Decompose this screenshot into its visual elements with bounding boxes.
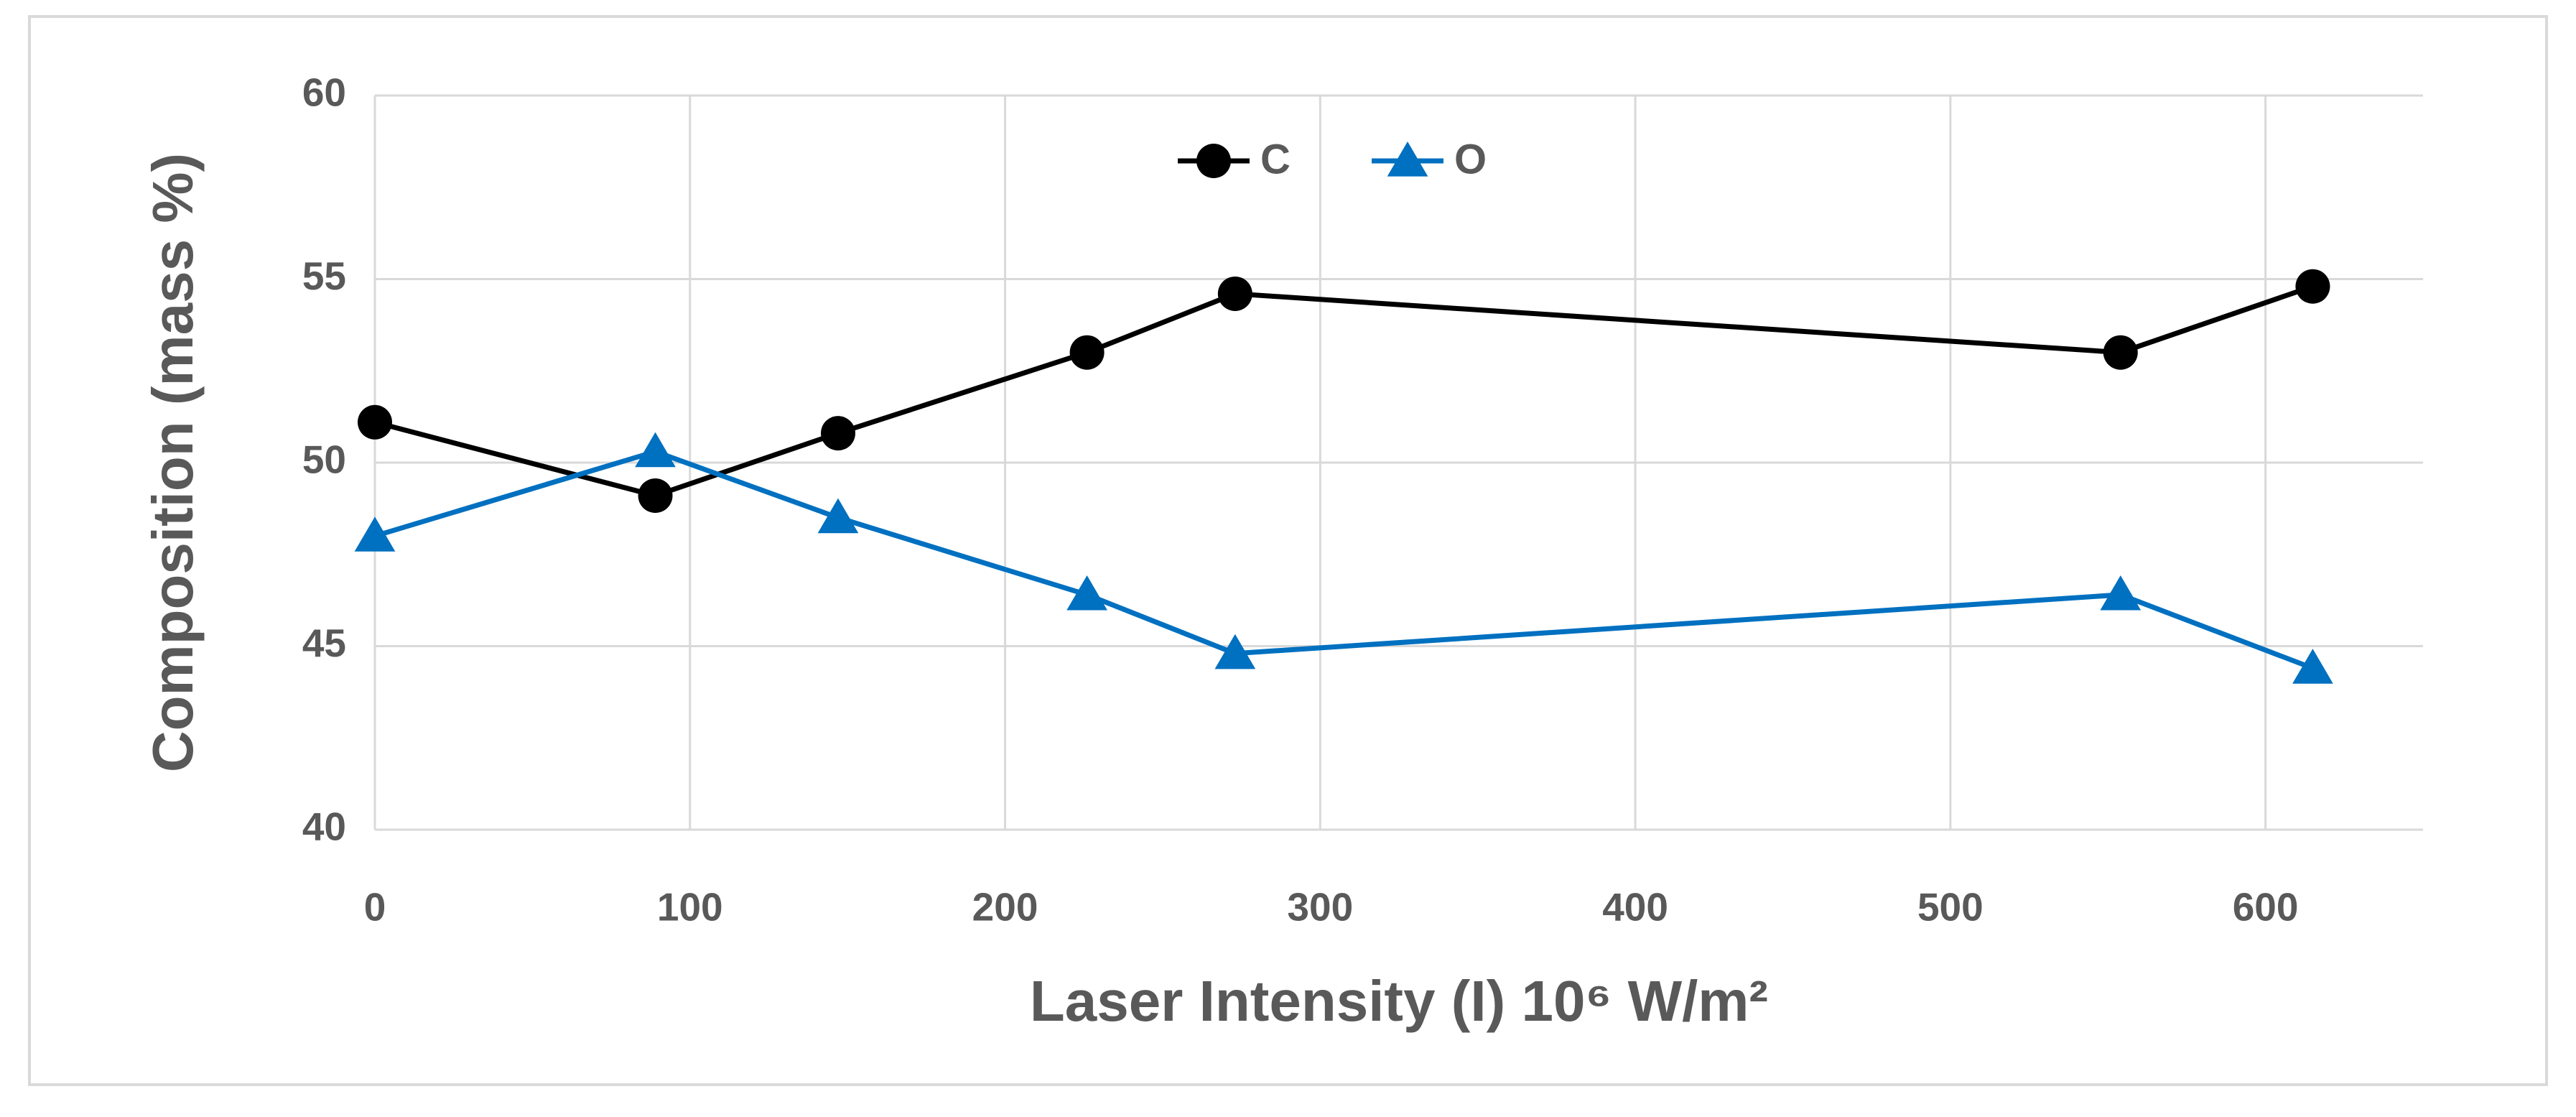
x-tick-label: 0: [364, 885, 386, 930]
legend-label: C: [1260, 136, 1291, 182]
x-tick-label: 100: [657, 885, 723, 930]
x-tick-label: 200: [972, 885, 1038, 930]
data-point: [638, 478, 673, 513]
legend-marker: [1387, 142, 1428, 177]
x-tick-label: 600: [2233, 885, 2299, 930]
y-tick-label: 45: [302, 621, 346, 665]
x-axis-title: Laser Intensity (I) 10⁶ W/m²: [1030, 969, 1768, 1033]
data-point: [2295, 269, 2330, 304]
data-point: [635, 432, 676, 468]
y-tick-label: 55: [302, 254, 346, 298]
legend-marker: [1196, 144, 1231, 178]
y-tick-label: 60: [302, 70, 346, 115]
data-point: [1214, 634, 1256, 669]
data-point: [2100, 575, 2142, 611]
data-point: [817, 498, 859, 534]
data-point: [2103, 335, 2138, 370]
x-tick-label: 500: [1917, 885, 1984, 930]
data-point: [1069, 335, 1105, 370]
data-point: [1066, 575, 1107, 611]
y-axis-title: Composition (mass %): [141, 153, 205, 772]
data-point: [358, 404, 392, 440]
data-point: [820, 416, 855, 451]
y-tick-label: 40: [302, 805, 346, 849]
chart-border: [28, 15, 2548, 1086]
data-point: [354, 516, 396, 552]
x-tick-label: 300: [1287, 885, 1353, 930]
y-tick-label: 50: [302, 437, 346, 482]
data-point: [2292, 649, 2333, 684]
data-point: [1217, 276, 1252, 311]
x-tick-label: 400: [1602, 885, 1668, 930]
legend-label: O: [1454, 136, 1487, 182]
